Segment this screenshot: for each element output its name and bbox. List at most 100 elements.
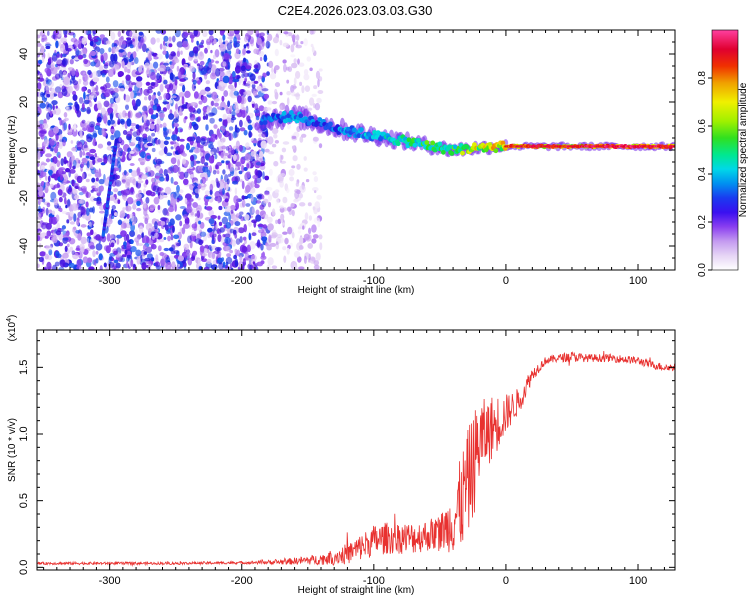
- spectrogram-noise-blob: [275, 241, 280, 250]
- spectrogram-noise-blob: [98, 253, 103, 261]
- spectrogram-noise-blob: [239, 127, 246, 132]
- spectrogram-noise-blob: [200, 137, 206, 145]
- spectrogram-noise-blob: [168, 43, 173, 48]
- spectrogram-noise-blob: [259, 204, 265, 210]
- spectrogram-band-core: [262, 120, 268, 125]
- spectrogram-noise-blob: [215, 164, 218, 170]
- spectrogram-noise-blob: [293, 58, 297, 64]
- spectrogram-noise-blob: [114, 180, 122, 187]
- spectrogram-noise-blob: [282, 42, 289, 48]
- spectrogram-noise-blob: [286, 123, 291, 130]
- spectrogram-noise-blob: [261, 131, 267, 138]
- spectrogram-band-core: [376, 131, 382, 137]
- spectrogram-noise-blob: [198, 220, 202, 225]
- spectrogram-noise-blob: [135, 193, 142, 200]
- spectrogram-noise-blob: [111, 92, 119, 99]
- spectrogram-noise-blob: [222, 169, 226, 175]
- spectrogram-noise-blob: [261, 236, 268, 242]
- spectrogram-noise-blob: [190, 173, 195, 178]
- spectrogram-noise-blob: [126, 131, 133, 137]
- spectrogram-noise-blob: [215, 60, 220, 64]
- spectrogram-noise-blob: [223, 130, 230, 138]
- spectrogram-noise-blob: [94, 169, 99, 173]
- spectrogram-noise-blob: [154, 98, 159, 106]
- spectrogram-noise-blob: [252, 175, 259, 180]
- spectrogram-noise-blob: [118, 49, 125, 53]
- spectrogram-noise-blob: [103, 100, 110, 108]
- spectrogram-noise-blob: [254, 178, 257, 186]
- spectrogram-noise-blob: [96, 200, 103, 206]
- spectrogram-noise-blob: [54, 261, 60, 267]
- spectrogram-noise-blob: [262, 224, 267, 229]
- spectrogram-noise-blob: [195, 160, 201, 164]
- spectrogram-noise-blob: [85, 207, 90, 216]
- spectrogram-noise-blob: [45, 90, 50, 94]
- spectrogram-noise-blob: [72, 80, 79, 86]
- spectrogram-noise-blob: [89, 121, 96, 128]
- spectrogram-noise-blob: [219, 76, 223, 82]
- spectrogram-noise-blob: [52, 104, 55, 111]
- spectrogram-noise-blob: [80, 236, 87, 245]
- spectrogram-noise-blob: [125, 43, 130, 48]
- spectrogram-noise-blob: [145, 190, 153, 196]
- spectrogram-noise-blob: [252, 206, 255, 214]
- spectrogram-noise-blob: [239, 236, 243, 243]
- spectrogram-noise-blob: [223, 211, 231, 217]
- spectrogram-noise-blob: [254, 95, 260, 99]
- spectrogram-noise-blob: [283, 63, 287, 73]
- spectrogram-noise-blob: [64, 232, 69, 236]
- spectrogram-noise-blob: [263, 198, 269, 204]
- spectrogram-noise-blob: [82, 80, 89, 86]
- spectrogram-noise-blob: [196, 40, 199, 46]
- spectrogram-noise-blob: [148, 170, 155, 177]
- spectrogram-noise-blob: [41, 34, 47, 41]
- spectrogram-noise-blob: [38, 124, 45, 129]
- spectrogram-noise-blob: [215, 68, 221, 77]
- spectrogram-noise-blob: [222, 41, 226, 45]
- spectrogram-noise-blob: [68, 186, 72, 193]
- spectrogram-noise-blob: [42, 198, 46, 203]
- spectrogram-noise-blob: [213, 250, 220, 255]
- spectrogram-noise-blob: [145, 179, 149, 185]
- spectrogram-noise-blob: [78, 78, 82, 83]
- spectrogram-noise-blob: [198, 64, 204, 72]
- spectrogram-noise-blob: [225, 107, 231, 115]
- spectrogram-noise-blob: [244, 35, 249, 43]
- spectrogram-noise-blob: [242, 107, 247, 111]
- spectrogram-noise-blob: [168, 247, 174, 252]
- spectrogram-noise-blob: [87, 70, 92, 75]
- y-tick-label: 0.0: [18, 560, 30, 575]
- spectrogram-noise-blob: [293, 198, 299, 203]
- spectrogram-noise-blob: [121, 179, 126, 183]
- spectrogram-noise-blob: [81, 119, 86, 124]
- spectrogram-noise-blob: [210, 133, 216, 143]
- spectrogram-noise-blob: [141, 174, 148, 180]
- spectrogram-noise-blob: [222, 187, 225, 196]
- spectrogram-noise-blob: [274, 65, 280, 71]
- spectrogram-noise-blob: [69, 211, 74, 217]
- spectrogram-band-core: [306, 121, 312, 126]
- spectrogram-noise-blob: [297, 226, 302, 230]
- spectrogram-noise-blob: [182, 40, 189, 48]
- spectrogram-noise-blob: [119, 87, 125, 92]
- snr-x-axis: -300 -200 -100 0 100: [43, 330, 665, 587]
- spectrogram-noise-blob: [238, 144, 243, 152]
- spectrogram-noise-blob: [72, 188, 77, 194]
- spectrogram-noise-blob: [279, 154, 283, 163]
- spectrogram-noise-blob: [49, 81, 54, 88]
- spectrogram-noise-blob: [294, 190, 299, 199]
- spectrogram-noise-blob: [123, 170, 127, 176]
- snr-panel: -300 -200 -100 0 100 0.0 0.5 1.0 1.5 Height of …: [6, 315, 676, 596]
- spectrogram-y-label: Frequency (Hz): [7, 116, 18, 185]
- spectrogram-noise-blob: [162, 45, 167, 51]
- spectrogram-noise-blob: [161, 191, 164, 196]
- spectrogram-noise-blob: [282, 196, 288, 204]
- y-tick-label: 0: [18, 147, 30, 153]
- spectrogram-noise-blob: [48, 139, 55, 147]
- spectrogram-noise-blob: [98, 66, 104, 71]
- spectrogram-noise-blob: [123, 245, 127, 250]
- spectrogram-noise-blob: [232, 131, 238, 139]
- spectrogram-noise-blob: [173, 191, 180, 200]
- spectrogram-noise-blob: [82, 150, 85, 156]
